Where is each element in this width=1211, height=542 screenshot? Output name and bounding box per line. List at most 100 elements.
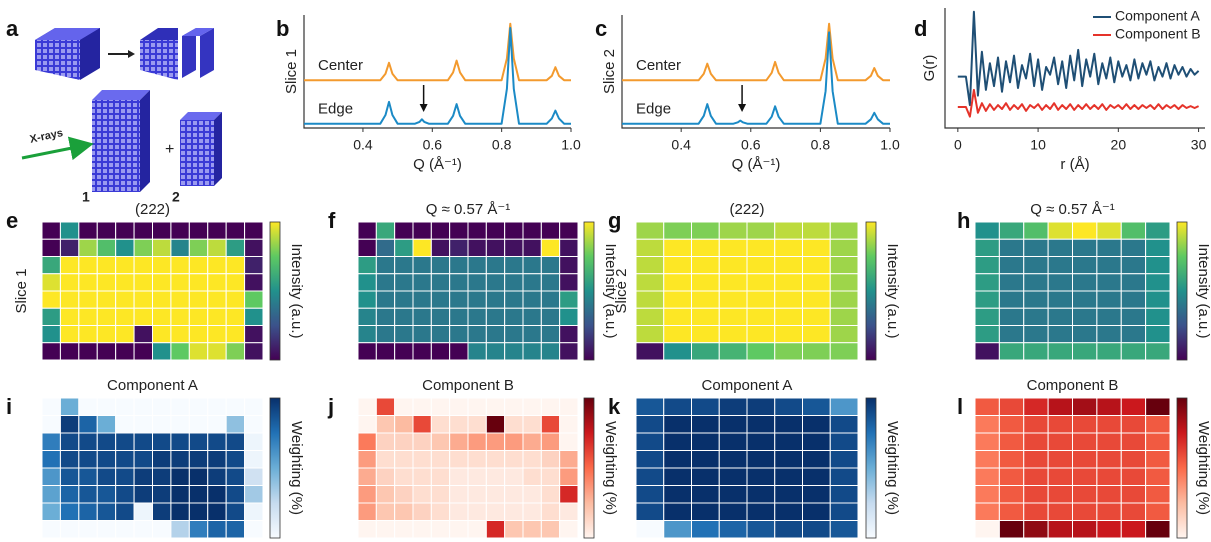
heatmap-cell	[746, 325, 776, 344]
heatmap-cell	[485, 325, 506, 344]
heatmap-cell	[802, 415, 831, 434]
heatmap-cell	[357, 221, 377, 240]
heatmap-cell	[412, 342, 432, 361]
heatmap-cell	[412, 238, 432, 257]
heatmap-cell	[41, 238, 61, 257]
heatmap-cell	[1096, 307, 1122, 326]
heatmap-cell	[746, 485, 776, 504]
heatmap-cell	[244, 290, 264, 309]
heatmap-cell	[467, 467, 487, 486]
heatmap-cell	[1096, 520, 1122, 539]
heatmap-cell	[412, 397, 432, 416]
heatmap-cell	[41, 342, 61, 361]
heatmap-cell	[375, 273, 396, 292]
heatmap-cell	[375, 415, 396, 434]
heatmap-cell	[207, 256, 227, 275]
heatmap-cell	[1047, 467, 1073, 486]
heatmap-cell	[1072, 273, 1098, 292]
x-tick-label: 10	[1030, 137, 1046, 153]
heatmap-cell	[357, 273, 377, 292]
panel-label: i	[6, 394, 12, 419]
panel-label: l	[957, 394, 963, 419]
heatmap-cell	[1072, 238, 1098, 257]
slice-1-side	[140, 90, 150, 192]
heatmap-cell	[802, 342, 831, 361]
heatmap-cell	[522, 485, 542, 504]
heatmap-cell	[1047, 485, 1073, 504]
panel-label: k	[608, 394, 621, 419]
heatmap-cell	[1145, 415, 1171, 434]
heatmap-cell	[375, 342, 396, 361]
heatmap-cell	[774, 432, 803, 451]
colorbar	[865, 221, 877, 361]
heatmap-cell	[1023, 256, 1049, 275]
heatmap-cell	[522, 397, 542, 416]
heatmap-cell	[375, 397, 396, 416]
heatmap-cell	[540, 485, 561, 504]
heatmap-cell	[635, 325, 665, 344]
heatmap-cell	[974, 307, 1000, 326]
heatmap-cell	[974, 221, 1000, 240]
heatmap-cell	[691, 485, 720, 504]
heatmap-cell	[133, 256, 153, 275]
heatmap-cell	[635, 397, 665, 416]
heatmap-cell	[449, 307, 469, 326]
heatmap-cell	[663, 397, 692, 416]
heatmap-cell	[663, 450, 692, 469]
heatmap-cell	[152, 238, 172, 257]
heatmap-cell	[1096, 238, 1122, 257]
heatmap-cell	[1072, 221, 1098, 240]
heatmap-cell	[1072, 450, 1098, 469]
heatmap-cell	[115, 397, 135, 416]
heatmap-title: (222)	[135, 201, 170, 218]
heatmap-cell	[59, 256, 80, 275]
heatmap-cell	[829, 520, 859, 539]
heatmap-cell	[467, 325, 487, 344]
heatmap-cell	[663, 307, 692, 326]
heatmap-cell	[663, 502, 692, 521]
slice-label: 2	[172, 189, 180, 205]
heatmap-cell	[152, 256, 172, 275]
heatmap-cell	[504, 432, 524, 451]
heatmap-cell	[559, 502, 579, 521]
heatmap-cell	[540, 432, 561, 451]
heatmap-cell	[998, 485, 1025, 504]
heatmap-cell	[522, 342, 542, 361]
slice	[200, 28, 214, 78]
heatmap-cell	[133, 238, 153, 257]
heatmap-cell	[115, 432, 135, 451]
colorbar	[583, 221, 595, 361]
heatmap-cell	[774, 450, 803, 469]
heatmap-cell	[1023, 325, 1049, 344]
heatmap-cell	[449, 290, 469, 309]
heatmap-cell	[522, 238, 542, 257]
heatmap-cell	[394, 467, 414, 486]
heatmap-cell	[774, 325, 803, 344]
heatmap-cell	[1096, 397, 1122, 416]
heatmap-cell	[133, 502, 153, 521]
heatmap-cell	[522, 290, 542, 309]
heatmap-cell	[357, 450, 377, 469]
heatmap-cell	[96, 415, 117, 434]
x-tick-label: 0.6	[741, 137, 761, 153]
heatmap-cell	[375, 502, 396, 521]
heatmap-cell	[115, 221, 135, 240]
heatmap-cell	[394, 485, 414, 504]
heatmap-cell	[449, 256, 469, 275]
heatmap-cell	[152, 415, 172, 434]
heatmap-cell	[829, 467, 859, 486]
heatmap-cell	[485, 520, 506, 539]
x-tick-label: 1.0	[561, 137, 581, 153]
heatmap-cell	[133, 485, 153, 504]
heatmap-cell	[1120, 307, 1147, 326]
heatmap-cell	[357, 485, 377, 504]
heatmap-cell	[152, 221, 172, 240]
heatmap-cell	[522, 520, 542, 539]
heatmap-cell	[1096, 290, 1122, 309]
heatmap-cell	[449, 415, 469, 434]
heatmap-cell	[412, 415, 432, 434]
heatmap-cell	[802, 450, 831, 469]
heatmap-cell	[449, 342, 469, 361]
heatmap-cell	[802, 325, 831, 344]
heatmap-cell	[449, 221, 469, 240]
